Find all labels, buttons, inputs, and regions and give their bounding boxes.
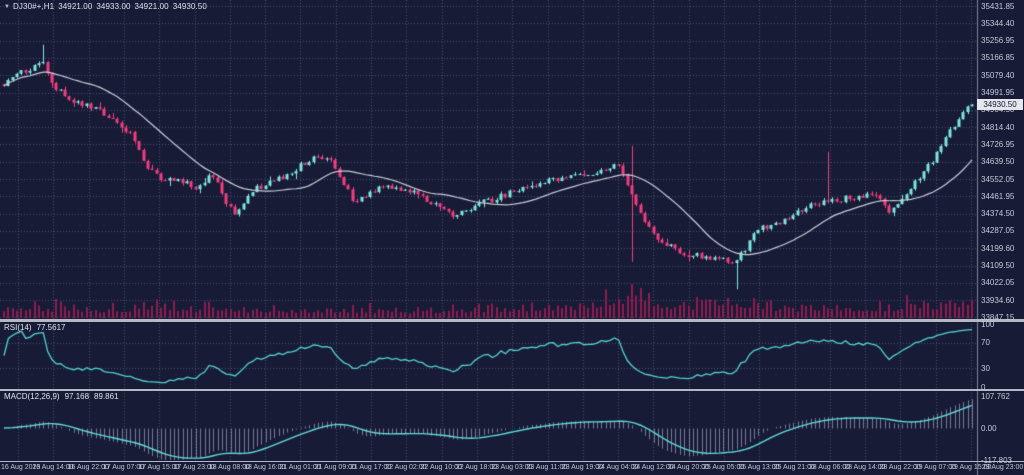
time-axis-label: 25 Aug 05:00 bbox=[703, 464, 745, 471]
time-axis-label: 16 Aug 22:00 bbox=[67, 464, 109, 471]
time-axis-label: 22 Aug 02:00 bbox=[385, 464, 427, 471]
time-axis-label: 24 Aug 04:00 bbox=[597, 464, 639, 471]
time-axis-label: 23 Aug 03:00 bbox=[491, 464, 533, 471]
time-axis-label: 17 Aug 07:00 bbox=[102, 464, 145, 471]
time-axis-label: 23 Aug 19:00 bbox=[561, 464, 604, 471]
time-axis-label: 28 Aug 22:00 bbox=[879, 464, 921, 471]
close-value: 34930.50 bbox=[172, 2, 207, 11]
current-price-tag: 34930.50 bbox=[977, 99, 1023, 110]
price-axis-label: 34461.95 bbox=[981, 191, 1015, 201]
macd-current-value: 97.168 bbox=[64, 392, 90, 401]
price-axis-label: 35166.85 bbox=[981, 53, 1015, 63]
price-axis-label: 34814.40 bbox=[981, 122, 1015, 132]
price-axis-label: 34639.50 bbox=[981, 157, 1015, 167]
time-axis-label: 29 Aug 07:00 bbox=[914, 464, 957, 471]
price-axis-label: 34552.05 bbox=[981, 174, 1015, 184]
time-axis-label: 22 Aug 18:00 bbox=[455, 464, 498, 471]
time-axis-label: 21 Aug 01:00 bbox=[279, 464, 321, 471]
macd-axis-label: 0.00 bbox=[981, 423, 997, 433]
price-axis-label: 33847.15 bbox=[981, 312, 1015, 322]
time-axis-label: 16 Aug 2023 bbox=[1, 464, 41, 471]
price-axis-label: 34726.95 bbox=[981, 139, 1015, 149]
time-axis-label: 22 Aug 10:00 bbox=[420, 464, 462, 471]
price-axis-label: 34199.60 bbox=[981, 243, 1015, 253]
rsi-current-value: 77.5617 bbox=[36, 323, 66, 332]
symbol-timeframe-label: DJ30#+,H1 bbox=[13, 2, 55, 11]
price-axis-label: 35344.40 bbox=[981, 18, 1015, 28]
time-axis-label: 21 Aug 17:00 bbox=[350, 464, 392, 471]
symbol-dropdown-icon[interactable]: ▼ bbox=[4, 4, 11, 10]
rsi-axis-label: 30 bbox=[981, 363, 990, 373]
macd-axis-label: -117.803 bbox=[981, 455, 1012, 465]
time-axis-label: 18 Aug 08:00 bbox=[208, 464, 251, 471]
time-axis-label: 29 Aug 23:00 bbox=[982, 464, 1024, 471]
macd-axis-label: 107.762 bbox=[981, 391, 1010, 401]
price-axis-label: 34374.50 bbox=[981, 209, 1015, 219]
price-axis-label: 35431.85 bbox=[981, 1, 1015, 11]
time-axis-label: 17 Aug 15:00 bbox=[138, 464, 180, 471]
price-axis-label: 35256.95 bbox=[981, 36, 1015, 46]
rsi-name: RSI(14) bbox=[4, 323, 32, 332]
price-axis-label: 35079.40 bbox=[981, 70, 1015, 80]
time-axis-label: 24 Aug 12:00 bbox=[632, 464, 674, 471]
chart-title-bar: ▼ DJ30#+,H1 34921.00 34933.00 34921.00 34930.… bbox=[4, 2, 211, 11]
rsi-caption: RSI(14) 77.5617 bbox=[4, 323, 70, 332]
main-rsi-pane-separator[interactable] bbox=[0, 319, 1024, 322]
time-axis-label: 18 Aug 16:00 bbox=[244, 464, 286, 471]
time-axis-label: 29 Aug 15:00 bbox=[950, 464, 992, 471]
rsi-axis-label: 0 bbox=[981, 382, 986, 392]
time-axis-label: 17 Aug 23:00 bbox=[173, 464, 215, 471]
open-value: 34921.00 bbox=[58, 2, 93, 11]
high-value: 34933.00 bbox=[96, 2, 131, 11]
time-axis-label: 28 Aug 14:00 bbox=[844, 464, 886, 471]
rsi-axis-label: 70 bbox=[981, 338, 990, 348]
macd-timeaxis-separator bbox=[0, 461, 1024, 462]
macd-signal-current-value: 89.861 bbox=[94, 392, 119, 401]
time-axis-label: 24 Aug 20:00 bbox=[667, 464, 709, 471]
time-axis-label: 21 Aug 09:00 bbox=[314, 464, 356, 471]
price-axis-label: 34287.05 bbox=[981, 226, 1015, 236]
rsi-axis-label: 100 bbox=[981, 319, 995, 329]
low-value: 34921.00 bbox=[134, 2, 169, 11]
price-axis-label: 34022.05 bbox=[981, 278, 1015, 288]
time-axis-label: 23 Aug 11:00 bbox=[526, 464, 568, 471]
price-axis-label: 34991.95 bbox=[981, 88, 1015, 97]
price-axis-label: 34109.50 bbox=[981, 261, 1015, 270]
time-axis-label: 28 Aug 06:00 bbox=[808, 464, 851, 471]
macd-name: MACD(12,26,9) bbox=[4, 392, 60, 401]
price-axis-label: 33934.60 bbox=[981, 295, 1015, 305]
macd-caption: MACD(12,26,9) 97.168 89.861 bbox=[4, 392, 124, 401]
time-axis-label: 25 Aug 13:00 bbox=[738, 464, 780, 471]
time-axis-label: 16 Aug 14:00 bbox=[32, 464, 74, 471]
rsi-macd-pane-separator[interactable] bbox=[0, 389, 1024, 391]
time-axis-label: 25 Aug 21:00 bbox=[773, 464, 815, 471]
